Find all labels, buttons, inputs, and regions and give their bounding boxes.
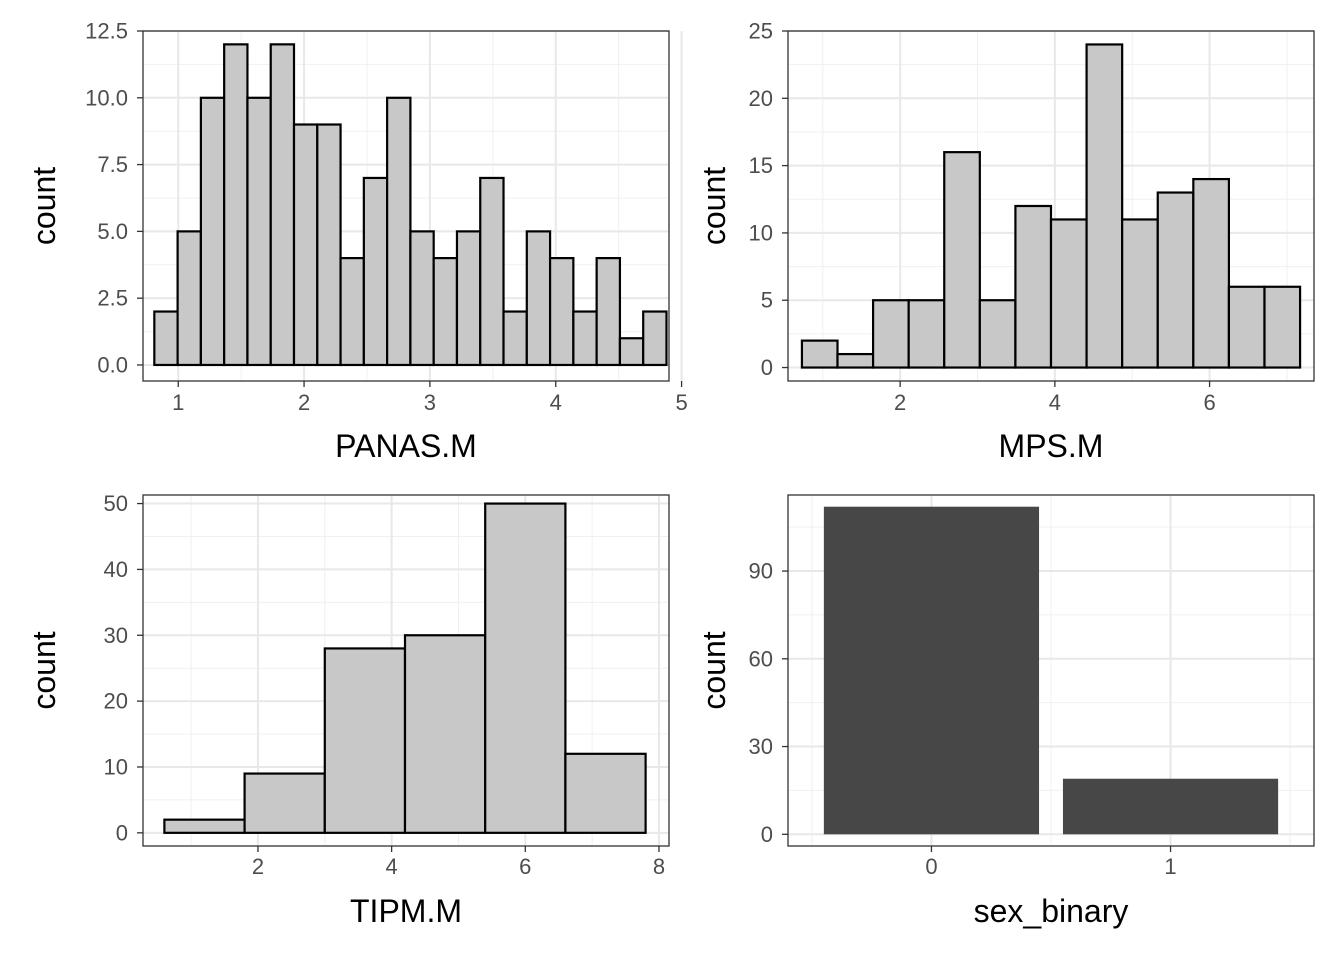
histogram-bar [1121,218,1159,369]
histogram-bar [978,299,1017,369]
histogram-bar [403,634,487,834]
histogram-bar [323,647,407,834]
y-tick-label: 30 [104,623,128,648]
histogram-bar [1014,204,1053,369]
y-axis-title: count [26,631,62,709]
y-tick-label: 0 [116,820,128,845]
x-tick-label: 5 [675,390,687,415]
y-tick-label: 2.5 [97,286,128,311]
x-tick-label: 6 [519,854,531,879]
histogram-bar [386,96,412,367]
y-tick-label: 40 [104,557,128,582]
y-tick-label: 20 [104,689,128,714]
y-axis-title: count [696,167,732,245]
y-tick-label: 30 [749,734,773,759]
y-tick-label: 25 [749,19,773,44]
histogram-bar [618,337,645,367]
y-tick-label: 10 [749,220,773,245]
x-axis-title: sex_binary [974,893,1129,929]
histogram-bar [246,96,272,367]
histogram-bar [409,230,435,367]
y-tick-label: 0.0 [97,352,128,377]
panel-border [142,494,670,847]
x-tick-label: 0 [925,854,937,879]
y-axis-title: count [696,631,732,709]
chart-panel-2: 0 5 10 15 20 25 2 4 6 MPS.M count [696,19,1315,464]
histogram-bar [1049,218,1088,369]
y-tick-label: 0 [761,355,773,380]
histogram-bar [269,43,296,367]
histogram-bar [163,818,246,834]
histogram-bar [199,96,226,367]
x-axis-title: PANAS.M [335,428,477,464]
histogram-bar [871,299,910,369]
panel-border [787,30,1315,382]
y-tick-label: 7.5 [97,152,128,177]
histogram-bar [432,256,459,367]
histogram-bar [525,230,552,367]
histogram-bar [572,310,598,367]
histogram-bar [176,230,202,367]
chart-panel-3: 0 10 20 30 40 50 2 4 6 8 TIPM.M count [26,491,670,929]
y-tick-label: 12.5 [85,19,128,44]
histogram-bar [836,352,875,369]
x-tick-label: 2 [298,390,310,415]
panel-border [142,30,670,382]
histogram-bar [362,176,389,367]
x-tick-label: 1 [172,390,184,415]
x-tick-label: 8 [653,854,665,879]
histogram-bar [1085,43,1124,369]
x-tick-label: 3 [424,390,436,415]
x-tick-label: 2 [252,854,264,879]
y-tick-label: 90 [749,559,773,584]
x-axis-title: MPS.M [999,428,1104,464]
y-tick-label: 15 [749,153,773,178]
x-tick-label: 4 [386,854,398,879]
histogram-bar [943,151,981,369]
y-tick-label: 5 [761,288,773,313]
histogram-bar [455,230,482,367]
histogram-bar [642,310,668,367]
x-tick-label: 4 [550,390,562,415]
histogram-bar [548,256,575,367]
histogram-bar [595,256,622,367]
histogram-bar [292,123,319,367]
histogram-bar [316,123,342,367]
histogram-bar [484,502,567,834]
y-tick-label: 0 [761,822,773,847]
y-tick-label: 50 [104,491,128,516]
y-tick-label: 10.0 [85,85,128,110]
y-tick-label: 60 [749,646,773,671]
histogram-bar [564,752,647,834]
histogram-bar [800,339,839,369]
histogram-bar [243,772,326,834]
histogram-bar [502,310,528,367]
bar [823,506,1040,835]
y-tick-label: 10 [104,754,128,779]
x-axis-title: TIPM.M [350,893,462,929]
histogram-bar [153,310,179,367]
histogram-bar [907,299,946,369]
chart-panel-4: 0 30 60 90 0 1 sex_binary count [696,494,1315,929]
histogram-bar [223,43,249,367]
histogram-bar [1263,285,1302,369]
histogram-bar [479,176,505,367]
chart-panel-1: 0.0 2.5 5.0 7.5 10.0 12.5 1 2 3 4 5 PANAS.M count [26,19,688,465]
panel-border [787,494,1315,847]
x-tick-label: 2 [894,390,906,415]
histogram-bar [1227,285,1266,369]
histogram-bar [1192,177,1231,369]
bar [1062,778,1279,835]
x-tick-label: 1 [1164,854,1176,879]
y-axis-title: count [26,167,62,245]
x-tick-label: 6 [1203,390,1215,415]
y-tick-label: 5.0 [97,219,128,244]
y-tick-label: 20 [749,86,773,111]
histogram-bar [1156,191,1195,369]
x-tick-label: 4 [1049,390,1061,415]
histogram-bar [339,256,365,367]
